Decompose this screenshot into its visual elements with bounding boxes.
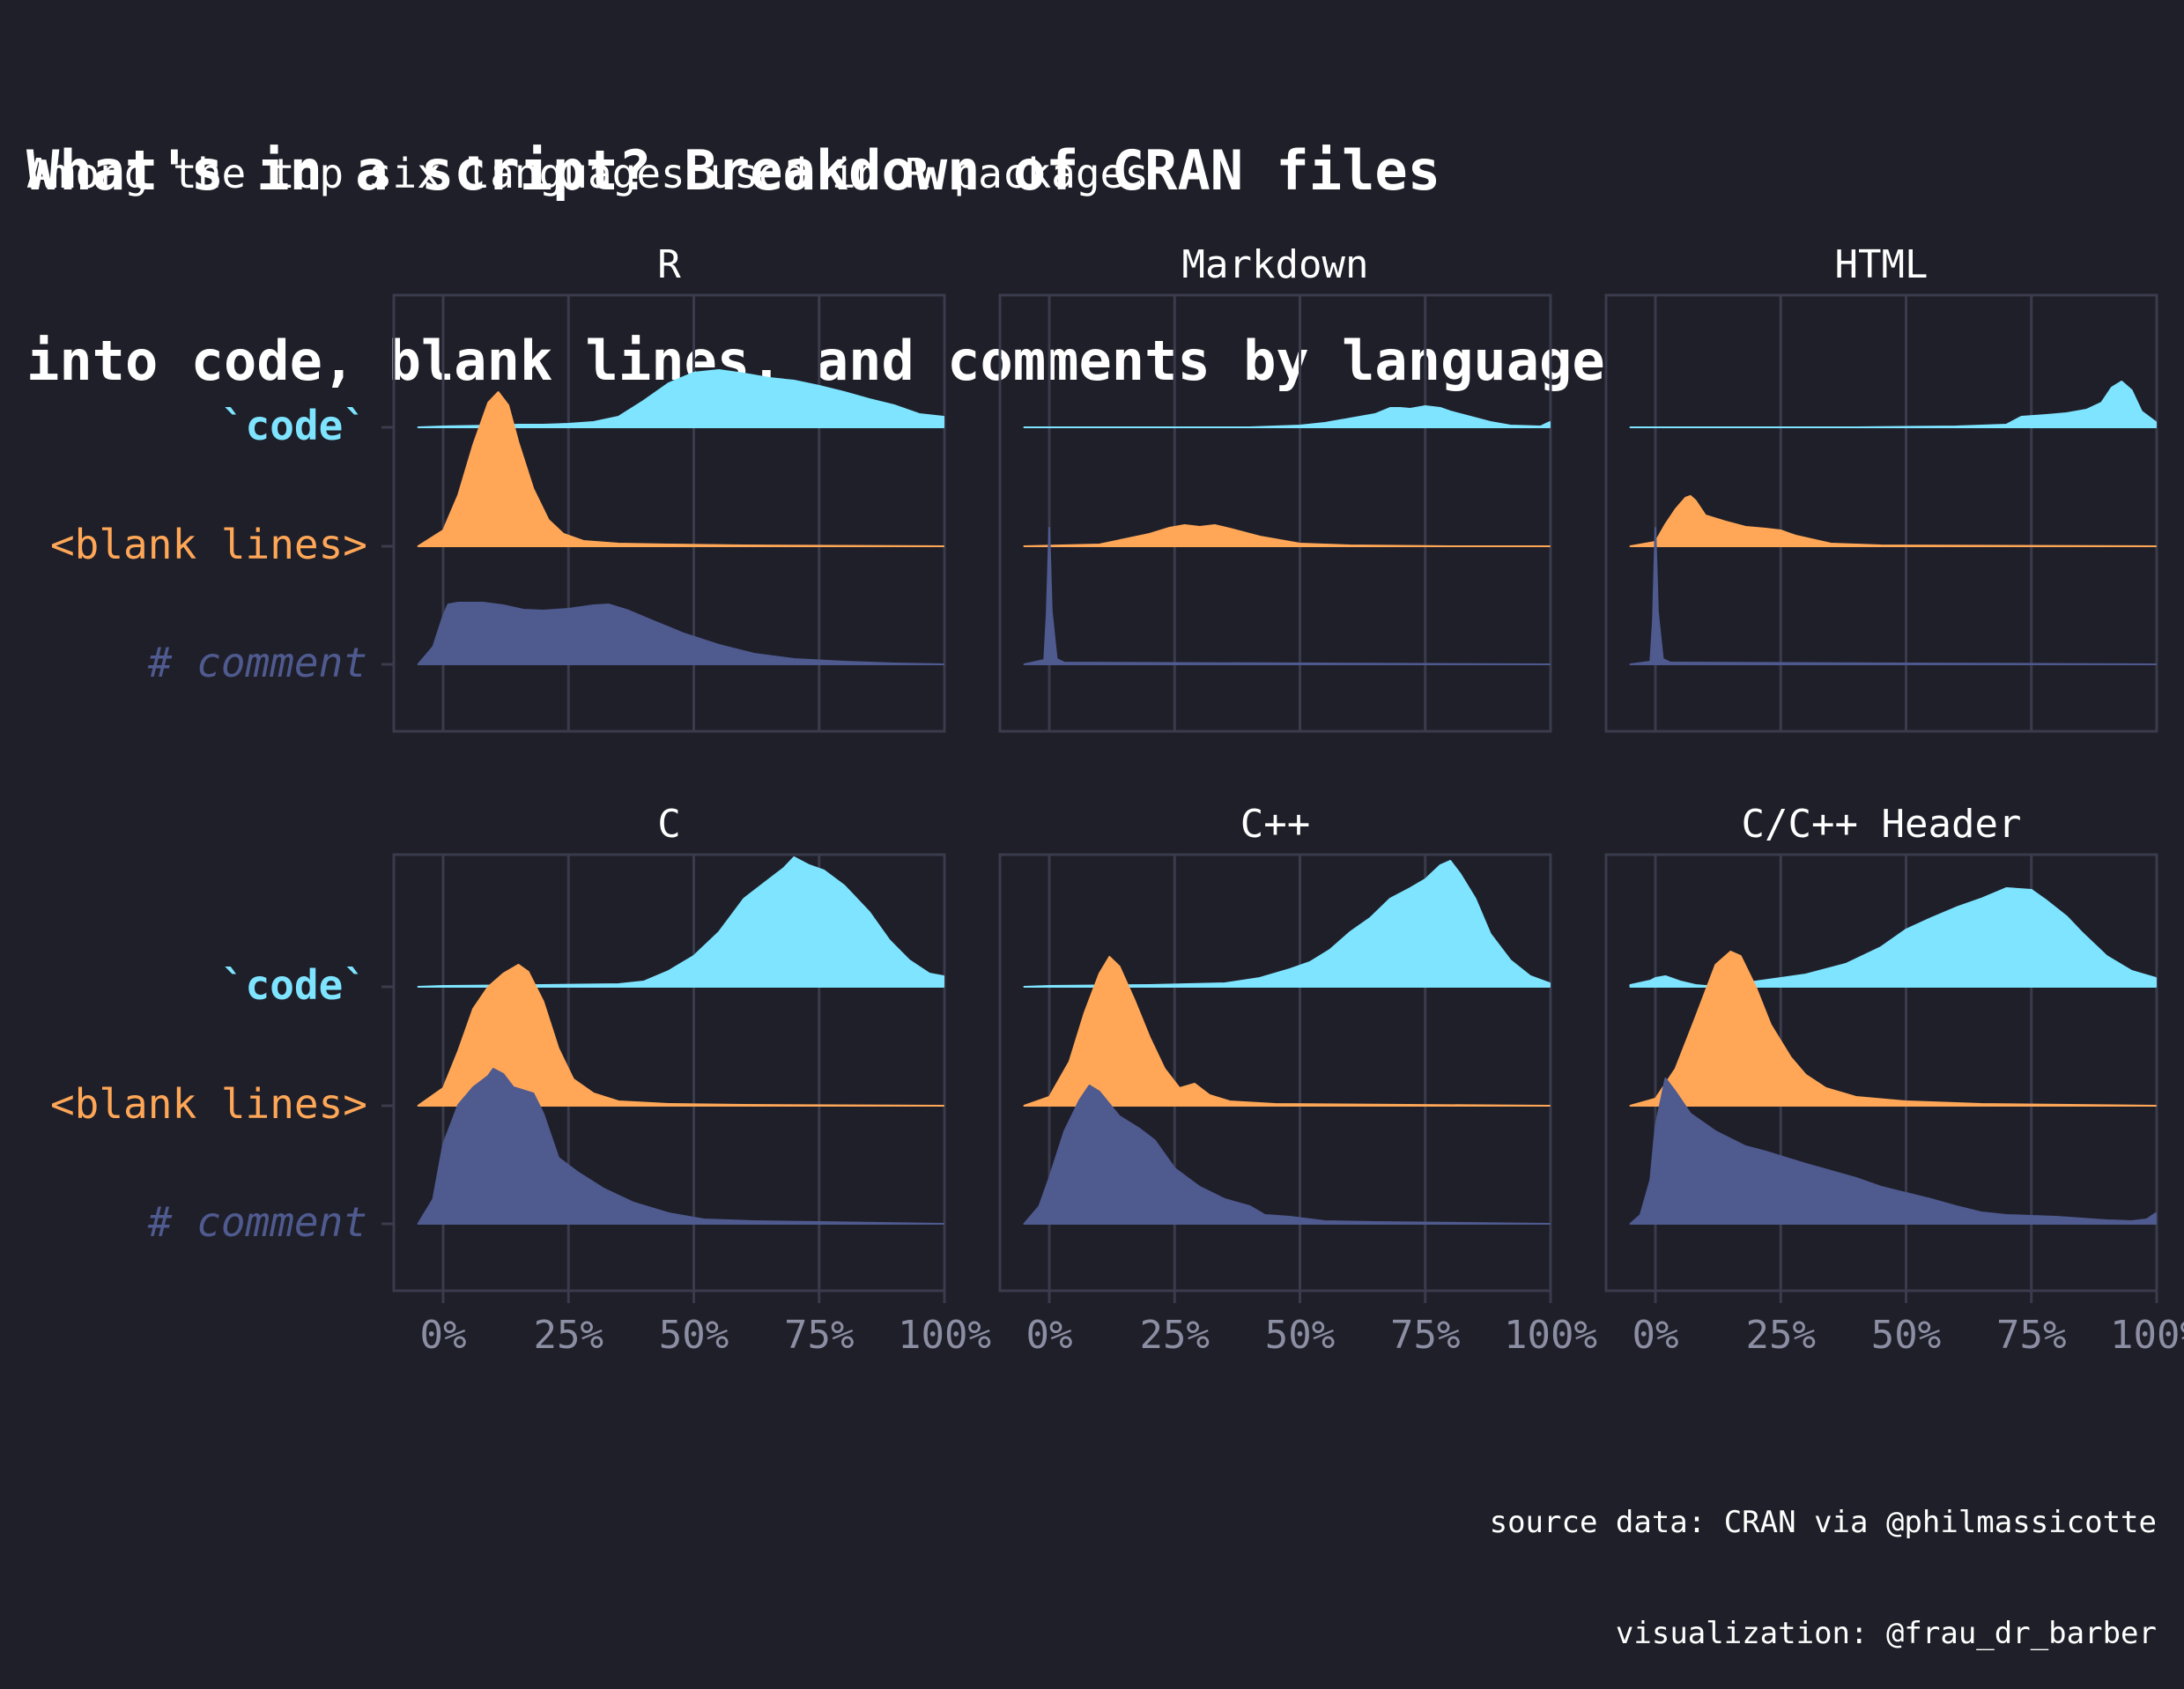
- facet-label: C++: [1240, 802, 1310, 847]
- x-tick-label-100: 100%: [1504, 1313, 1597, 1358]
- ridge-blank: [1629, 495, 2157, 547]
- row-label-blank: <blank lines>: [50, 521, 367, 568]
- caption-visualization: visualization: @frau_dr_barber: [1615, 1616, 2157, 1651]
- ridge-comment: [1023, 527, 1551, 665]
- row-label-code: `code`: [221, 402, 367, 449]
- chart-title-line-1: What's in a script? Breakdown of CRAN fi…: [26, 138, 1441, 203]
- ridge-blank: [417, 964, 944, 1107]
- x-tick-label-75: 75%: [1996, 1313, 2066, 1358]
- x-tick-label-75: 75%: [784, 1313, 854, 1358]
- ridge-blank: [1023, 524, 1551, 547]
- x-tick-label-100: 100%: [2110, 1313, 2184, 1358]
- ridge-code: [1629, 887, 2157, 988]
- ridge-comment: [1629, 527, 2157, 665]
- x-tick-label-50: 50%: [1871, 1313, 1941, 1358]
- row-label-comment: # comment: [147, 1198, 367, 1246]
- ridge-comment: [1023, 1085, 1551, 1225]
- ridge-code: [1023, 405, 1551, 428]
- x-tick-label-50: 50%: [1265, 1313, 1335, 1358]
- facet-label: HTML: [1835, 242, 1929, 287]
- panel-c: C `code` <blank lines> # comment 0% 25% 50% 75%…: [50, 802, 991, 1358]
- panel-r: R `code` <blank lines> # comment: [50, 242, 946, 733]
- row-label-blank: <blank lines>: [50, 1080, 367, 1128]
- panel-c-c-header: C/C++ Header 0% 25% 50% 75% 100%: [1604, 802, 2184, 1358]
- facet-label: Markdown: [1182, 242, 1369, 287]
- x-tick-label-50: 50%: [659, 1313, 729, 1358]
- ridge-code: [1629, 381, 2157, 428]
- panel-markdown: Markdown: [998, 242, 1552, 733]
- x-tick-label-75: 75%: [1390, 1313, 1460, 1358]
- row-label-comment: # comment: [147, 639, 367, 686]
- x-tick-label-25: 25%: [1746, 1313, 1816, 1358]
- x-tick-label-25: 25%: [534, 1313, 603, 1358]
- facet-label: C: [657, 802, 681, 847]
- x-tick-label-0: 0%: [420, 1313, 467, 1358]
- x-tick-label-25: 25%: [1140, 1313, 1210, 1358]
- chart-subtitle: Among the top six languages used in R pa…: [26, 150, 1149, 197]
- ridge-blank: [1023, 956, 1551, 1107]
- ridge-code: [417, 369, 944, 428]
- panel-c-: C++ 0% 25% 50% 75% 100%: [998, 802, 1597, 1358]
- ridge-code: [1023, 860, 1551, 988]
- facet-label: C/C++ Header: [1742, 802, 2022, 847]
- panel-html: HTML: [1604, 242, 2158, 733]
- ridgeline-chart: R `code` <blank lines> # comment Markdown HTM…: [50, 242, 2184, 1358]
- ridge-comment: [417, 1068, 944, 1225]
- ridge-comment: [1629, 1078, 2157, 1225]
- caption-source: source data: CRAN via @philmassicotte: [1489, 1505, 2157, 1540]
- ridge-comment: [417, 602, 944, 665]
- x-tick-label-100: 100%: [898, 1313, 991, 1358]
- facet-label: R: [657, 242, 681, 287]
- x-tick-label-0: 0%: [1026, 1313, 1073, 1358]
- ridge-code: [417, 856, 944, 988]
- row-label-code: `code`: [221, 961, 367, 1009]
- x-tick-label-0: 0%: [1632, 1313, 1679, 1358]
- panel-border: [998, 293, 1552, 733]
- chart-title-line-2: into code, blank lines, and comments by …: [26, 329, 1605, 393]
- ridge-blank: [1629, 951, 2157, 1107]
- chart-caption: source data: CRAN via @philmassicotte vi…: [1490, 1430, 2157, 1689]
- ridge-blank: [417, 391, 944, 547]
- chart-title: What's in a script? Breakdown of CRAN fi…: [26, 12, 1605, 456]
